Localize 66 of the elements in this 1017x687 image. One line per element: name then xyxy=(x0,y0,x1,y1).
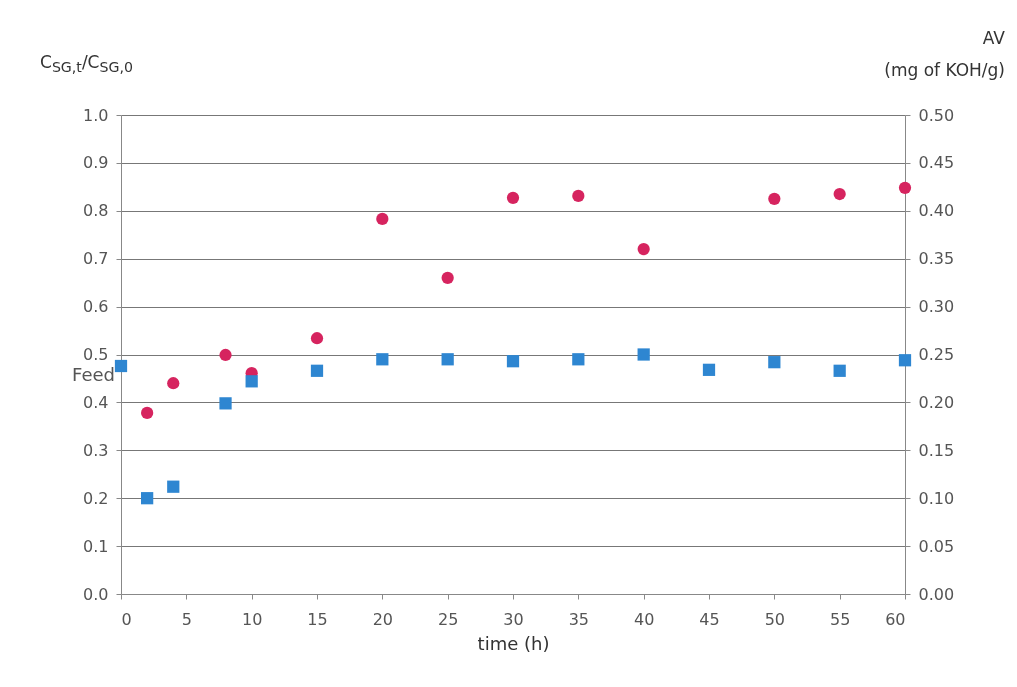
y-tick-label: 0.3 xyxy=(83,440,109,460)
y2-tick-label: 0.30 xyxy=(918,297,955,317)
y2-tick-label: 0.50 xyxy=(918,105,955,125)
point xyxy=(376,212,389,226)
point xyxy=(702,363,716,376)
x-tick-label: 0 xyxy=(121,609,132,629)
point xyxy=(768,192,781,205)
y2-tick-label: 0.45 xyxy=(918,153,955,173)
x-tick-label: 45 xyxy=(699,609,720,629)
x-tick-label: 15 xyxy=(307,609,328,629)
x-tick-label: 35 xyxy=(568,609,590,629)
y2-tick-label: 0.05 xyxy=(918,536,955,556)
x-tick-label: 5 xyxy=(181,609,192,629)
point xyxy=(572,189,585,203)
point xyxy=(219,397,232,410)
y-tick-label: 0.0 xyxy=(83,584,109,604)
x-axis-title: time (h) xyxy=(477,632,550,654)
point xyxy=(572,353,585,366)
point xyxy=(898,181,912,194)
point xyxy=(833,364,846,377)
y-tick-label: 0.2 xyxy=(83,488,109,508)
annotation: Feed xyxy=(72,364,115,385)
y-tick-label: 0.6 xyxy=(83,297,109,317)
y-axis-title: C$_{SG,t}$/C$_{SG,0}$ xyxy=(40,52,133,76)
x-tick-label: 10 xyxy=(241,609,263,629)
y-tick-label: 0.1 xyxy=(83,536,109,556)
point xyxy=(833,187,846,201)
point xyxy=(376,353,389,366)
x-tick-label: 55 xyxy=(829,609,851,629)
y-tick-label: 1.0 xyxy=(83,105,109,125)
y2-axis-title: AV (mg of KOH/g) xyxy=(884,27,1005,82)
point xyxy=(310,332,324,345)
y2-tick-label: 0.40 xyxy=(918,201,955,221)
point xyxy=(898,354,912,367)
x-tick-label: 25 xyxy=(437,609,459,629)
point xyxy=(506,191,520,204)
point xyxy=(167,480,180,493)
point xyxy=(141,492,154,505)
point xyxy=(167,377,180,390)
y2-tick-label: 0.25 xyxy=(918,345,955,364)
point xyxy=(114,359,128,373)
y2-tick-label: 0.20 xyxy=(918,392,955,412)
x-tick-label: 50 xyxy=(764,609,786,629)
y-tick-label: 0.7 xyxy=(83,249,109,269)
y2-tick-label: 0.10 xyxy=(918,488,955,508)
x-tick-label: 30 xyxy=(503,609,524,629)
point xyxy=(637,243,650,256)
y-tick-label: 0.8 xyxy=(83,201,109,221)
x-tick-label: 40 xyxy=(633,609,655,629)
point xyxy=(245,375,258,388)
y2-tick-label: 0.15 xyxy=(918,440,955,460)
y-tick-label: 0.9 xyxy=(83,153,109,173)
point xyxy=(637,348,650,361)
point xyxy=(506,355,520,368)
point xyxy=(141,406,154,420)
y-tick-label: 0.4 xyxy=(83,392,109,412)
point xyxy=(310,364,324,377)
point xyxy=(441,353,454,366)
y2-tick-label: 0.00 xyxy=(918,584,955,604)
point xyxy=(768,356,781,369)
x-tick-label: 20 xyxy=(372,609,394,629)
y2-tick-label: 0.35 xyxy=(918,249,955,269)
y-tick-label: 0.5 xyxy=(83,345,109,364)
point xyxy=(219,348,232,362)
x-tick-label: 60 xyxy=(885,609,906,629)
point xyxy=(441,271,454,284)
